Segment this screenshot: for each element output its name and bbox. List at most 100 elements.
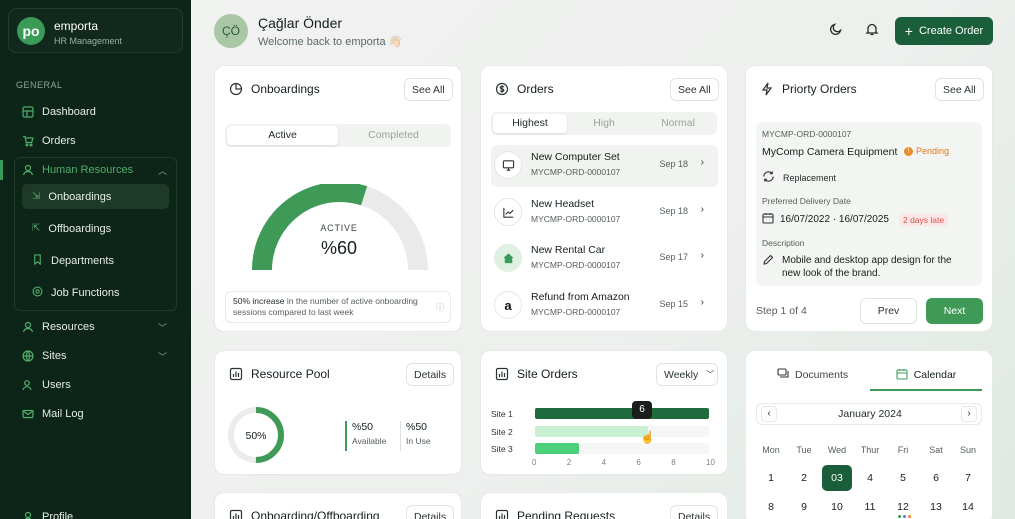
create-order-button[interactable]: + Create Order — [895, 17, 993, 45]
event-dot — [898, 515, 901, 518]
brand-switcher[interactable]: po emporta HR Management — [8, 8, 183, 53]
sidebar-item-sites[interactable]: Sites ﹀ — [14, 344, 177, 368]
bar[interactable] — [535, 408, 709, 419]
details-button[interactable]: Details — [670, 505, 719, 519]
top-header: ÇÖ Çağlar Önder Welcome back to emporta … — [214, 14, 994, 50]
calendar-day[interactable]: 11 — [864, 501, 876, 513]
chart-box-icon — [495, 509, 509, 519]
next-month-button[interactable]: › — [961, 406, 977, 422]
calendar-day[interactable]: 12 — [897, 501, 909, 513]
chart-tooltip: 6 — [632, 401, 652, 419]
sidebar-subitem-onboardings[interactable]: ⇲ Onboardings — [22, 184, 169, 209]
site-orders-card: Site Orders Weekly ﹀ Site 1 Site 2 Site 3 0… — [480, 350, 728, 475]
see-all-button[interactable]: See All — [670, 78, 719, 101]
details-button[interactable]: Details — [406, 505, 455, 519]
details-button[interactable]: Details — [406, 363, 455, 386]
calendar-day[interactable]: 13 — [930, 501, 942, 513]
users-icon — [22, 379, 34, 391]
tab-documents[interactable]: Documents — [777, 367, 848, 382]
sidebar-item-label: Users — [42, 379, 71, 391]
sidebar-subitem-job-functions[interactable]: Job Functions — [22, 280, 169, 305]
sidebar-item-profile[interactable]: Profile — [14, 505, 177, 519]
calendar-day[interactable]: 1 — [768, 472, 774, 484]
onboarding-offboarding-card: Onboarding/Offboarding Details — [214, 492, 462, 519]
tab-high[interactable]: High — [593, 117, 615, 129]
category-label: Site 3 — [491, 444, 513, 454]
step-indicator: Step 1 of 4 — [756, 305, 807, 317]
prev-month-button[interactable]: ‹ — [761, 406, 777, 422]
calendar-day[interactable]: 6 — [933, 472, 939, 484]
month-label: January 2024 — [838, 408, 902, 420]
weekday-label: Sun — [959, 445, 976, 455]
home-icon — [494, 244, 522, 272]
amazon-icon: a — [494, 291, 522, 319]
order-row[interactable]: a Refund from Amazon MYCMP-ORD-0000107 S… — [491, 285, 718, 327]
bar[interactable] — [535, 443, 579, 454]
calendar-day[interactable]: 03 — [822, 465, 852, 491]
prev-button[interactable]: Prev — [860, 298, 917, 324]
order-row[interactable]: New Headset MYCMP-ORD-0000107 Sep 18 › — [491, 192, 718, 234]
order-row[interactable]: New Computer Set MYCMP-ORD-0000107 Sep 1… — [491, 145, 718, 187]
sidebar-item-users[interactable]: Users — [14, 373, 177, 397]
see-all-button[interactable]: See All — [404, 78, 453, 101]
order-id: MYCMP-ORD-0000107 — [531, 214, 621, 224]
onboardings-tabs: Active Completed — [225, 124, 451, 147]
priority-orders-card: Priorty Orders See All MYCMP-ORD-0000107… — [745, 65, 993, 332]
priority-order-detail: MYCMP-ORD-0000107 MyComp Camera Equipmen… — [756, 122, 982, 286]
card-title-text: Orders — [517, 82, 554, 96]
sidebar-item-mail-log[interactable]: Mail Log — [14, 402, 177, 426]
delivery-date-text: 16/07/2022 · 16/07/2025 — [780, 214, 889, 225]
tab-calendar[interactable]: Calendar — [870, 361, 982, 391]
logout-icon: ⇱ — [32, 223, 41, 234]
order-id: MYCMP-ORD-0000107 — [762, 129, 852, 139]
order-id: MYCMP-ORD-0000107 — [531, 260, 621, 270]
bar[interactable] — [535, 426, 649, 437]
info-icon[interactable]: ⓘ — [436, 303, 444, 312]
sidebar-item-orders[interactable]: Orders — [14, 129, 177, 153]
calendar-day[interactable]: 5 — [900, 472, 906, 484]
chart-line-icon — [494, 198, 522, 226]
tab-active[interactable]: Active — [227, 126, 338, 145]
chevron-right-icon: › — [700, 204, 704, 215]
tab-completed[interactable]: Completed — [368, 129, 419, 141]
period-select[interactable]: Weekly ﹀ — [656, 363, 718, 386]
theme-toggle-moon-icon[interactable] — [829, 22, 847, 40]
avatar[interactable]: ÇÖ — [214, 14, 248, 48]
refresh-icon — [762, 170, 775, 185]
next-button[interactable]: Next — [926, 298, 983, 324]
calendar-day[interactable]: 4 — [867, 472, 873, 484]
chart-box-icon — [229, 367, 243, 381]
available-value: %50 — [352, 421, 374, 433]
tab-highest[interactable]: Highest — [493, 114, 567, 133]
notification-bell-icon[interactable] — [865, 22, 883, 40]
calendar-day[interactable]: 10 — [831, 501, 843, 513]
sidebar-item-dashboard[interactable]: Dashboard — [14, 100, 177, 124]
calendar-day[interactable]: 2 — [801, 472, 807, 484]
card-title: Orders — [495, 82, 554, 96]
category-label: Site 1 — [491, 409, 513, 419]
calendar-card: Documents Calendar ‹ January 2024 › Mon T… — [745, 350, 993, 519]
section-label: GENERAL — [16, 80, 63, 90]
late-badge: 2 days late — [898, 213, 949, 226]
calendar-day[interactable]: 7 — [965, 472, 971, 484]
documents-icon — [777, 367, 789, 382]
sidebar-item-resources[interactable]: Resources ﹀ — [14, 315, 177, 339]
order-date: Sep 17 — [659, 252, 688, 262]
sidebar-subitem-departments[interactable]: Departments — [22, 248, 169, 273]
see-all-button[interactable]: See All — [935, 78, 984, 101]
tab-normal[interactable]: Normal — [661, 117, 695, 129]
welcome-text: Welcome back to emporta 👋🏻 — [258, 36, 403, 48]
chevron-right-icon: › — [700, 157, 704, 168]
onboardings-note: 50% increase in the number of active onb… — [225, 291, 451, 323]
calendar-day[interactable]: 9 — [801, 501, 807, 513]
order-row[interactable]: New Rental Car MYCMP-ORD-0000107 Sep 17 … — [491, 238, 718, 280]
card-title-text: Site Orders — [517, 367, 578, 381]
dollar-circle-icon — [495, 82, 509, 96]
sidebar-item-human-resources[interactable]: Human Resources ︿ — [14, 158, 177, 182]
sidebar-subitem-offboardings[interactable]: ⇱ Offboardings — [22, 216, 169, 241]
chevron-down-icon: ﹀ — [157, 351, 167, 362]
calendar-day[interactable]: 14 — [962, 501, 974, 513]
calendar-day[interactable]: 8 — [768, 501, 774, 513]
user-name: Çağlar Önder — [258, 15, 343, 31]
delivery-date: 16/07/2022 · 16/07/2025 2 days late — [762, 212, 949, 227]
